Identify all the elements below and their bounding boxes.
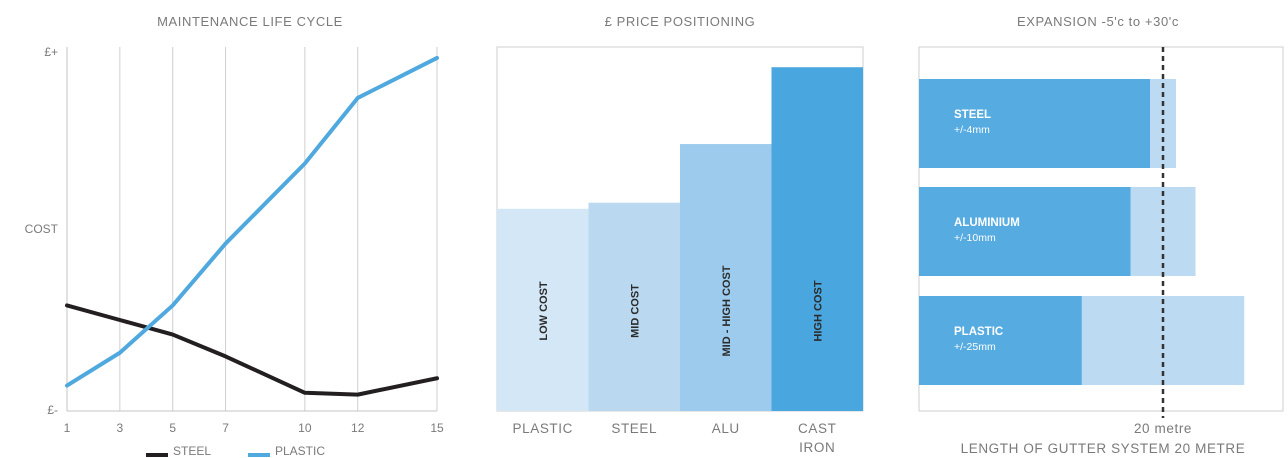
price-chart-panel: £ PRICE POSITIONING LOW COST MID COST MID … bbox=[496, 14, 864, 455]
price-chart-title: £ PRICE POSITIONING bbox=[605, 14, 756, 29]
price-bar-cast-iron bbox=[771, 67, 863, 411]
expansion-chart-panel: EXPANSION -5'c to +30'c STEEL +/-4mm ALUMI… bbox=[918, 14, 1284, 456]
expansion-x-label: LENGTH OF GUTTER SYSTEM 20 METRE bbox=[961, 441, 1246, 456]
price-bar-steel bbox=[588, 202, 680, 411]
x-tick-label: 5 bbox=[169, 421, 176, 435]
line-series bbox=[65, 55, 439, 397]
price-category-label: STEEL bbox=[611, 421, 657, 436]
legend-label-plastic: PLASTIC bbox=[275, 444, 325, 458]
x-tick-label: 1 bbox=[64, 421, 71, 435]
line-chart-panel: MAINTENANCE LIFE CYCLE £+ COST £- 1 3 5 7 10… bbox=[25, 14, 444, 458]
legend-label-steel: STEEL bbox=[173, 444, 211, 458]
reference-label: 20 metre bbox=[1134, 421, 1192, 436]
expansion-solid-aluminium bbox=[919, 187, 1131, 276]
x-tick-label: 3 bbox=[117, 421, 124, 435]
price-category-label: IRON bbox=[799, 440, 835, 455]
expansion-chart-title: EXPANSION -5'c to +30'c bbox=[1017, 14, 1179, 29]
price-category-labels: PLASTIC STEEL ALU CAST IRON bbox=[513, 421, 836, 455]
y-bottom-label: £- bbox=[47, 403, 58, 417]
series-line-plastic bbox=[65, 55, 439, 388]
expansion-solid-plastic bbox=[919, 296, 1082, 385]
line-chart-grid bbox=[119, 47, 438, 411]
line-chart-title: MAINTENANCE LIFE CYCLE bbox=[157, 14, 343, 29]
x-tick-label: 12 bbox=[351, 421, 365, 435]
price-bar-plastic bbox=[497, 208, 589, 411]
expansion-label: ALUMINIUM bbox=[954, 217, 1020, 229]
price-bar-label: MID COST bbox=[629, 284, 641, 338]
price-bar-alu bbox=[680, 144, 772, 412]
expansion-tolerance: +/-25mm bbox=[954, 341, 996, 353]
expansion-tolerance: +/-4mm bbox=[954, 124, 990, 136]
y-top-label: £+ bbox=[44, 45, 58, 59]
price-bar-label: HIGH COST bbox=[812, 280, 824, 341]
price-bar-label: MID - HIGH COST bbox=[721, 265, 733, 356]
price-category-label: PLASTIC bbox=[513, 421, 573, 436]
x-tick-labels: 1 3 5 7 10 12 15 bbox=[64, 421, 444, 435]
expansion-solid-steel bbox=[919, 79, 1150, 168]
price-bars: LOW COST MID COST MID - HIGH COST HIGH COST bbox=[497, 67, 863, 412]
price-bar-label: LOW COST bbox=[538, 281, 550, 341]
series-line-steel bbox=[65, 303, 439, 397]
x-tick-label: 15 bbox=[430, 421, 444, 435]
expansion-label: STEEL bbox=[954, 109, 991, 121]
expansion-tolerance: +/-10mm bbox=[954, 232, 996, 244]
expansion-bars: STEEL +/-4mm ALUMINIUM +/-10mm PLASTIC +/-25m… bbox=[919, 79, 1245, 385]
legend: STEEL PLASTIC bbox=[146, 444, 325, 458]
price-category-label: ALU bbox=[712, 421, 740, 436]
expansion-label: PLASTIC bbox=[954, 326, 1003, 338]
x-tick-label: 7 bbox=[222, 421, 229, 435]
y-axis-label: COST bbox=[25, 222, 59, 236]
price-category-label: CAST bbox=[798, 421, 836, 436]
x-tick-label: 10 bbox=[298, 421, 312, 435]
